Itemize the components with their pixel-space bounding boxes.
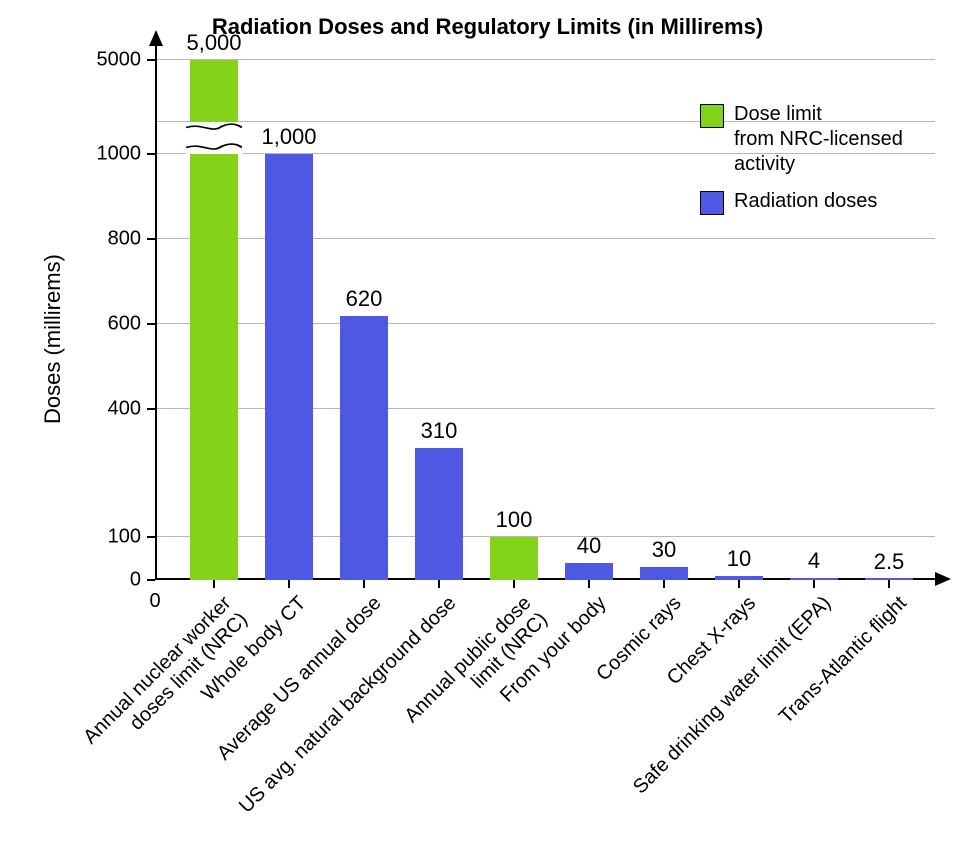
legend-label: Radiation doses <box>734 189 877 214</box>
bar-value-label: 2.5 <box>874 549 905 575</box>
x-origin-label: 0 <box>149 590 160 613</box>
bar-value-label: 620 <box>346 286 383 312</box>
bar <box>415 448 463 580</box>
radiation-doses-chart: Radiation Doses and Regulatory Limits (i… <box>0 0 975 852</box>
chart-legend: Dose limitfrom NRC-licensedactivity Radia… <box>700 102 903 227</box>
axis-break <box>186 122 242 153</box>
x-tick-label: Trans-Atlantic flight <box>774 592 911 729</box>
bar <box>640 567 688 580</box>
bar-value-label: 10 <box>727 546 751 572</box>
bar-value-label: 40 <box>577 533 601 559</box>
legend-item: Dose limitfrom NRC-licensedactivity <box>700 102 903 177</box>
bar-value-label: 100 <box>496 507 533 533</box>
bar <box>340 316 388 580</box>
bar <box>490 537 538 580</box>
y-tick-label: 100 <box>71 526 141 549</box>
legend-swatch <box>700 191 724 215</box>
y-tick-label: 600 <box>71 313 141 336</box>
bar-value-label: 30 <box>652 537 676 563</box>
bar-value-label: 1,000 <box>261 124 316 150</box>
bar <box>565 563 613 580</box>
y-tick-label: 800 <box>71 227 141 250</box>
y-tick-label: 0 <box>71 569 141 592</box>
legend-item: Radiation doses <box>700 189 903 215</box>
y-tick-label: 5000 <box>71 49 141 72</box>
y-tick-label: 1000 <box>71 142 141 165</box>
y-tick-label: 400 <box>71 398 141 421</box>
legend-swatch <box>700 104 724 128</box>
bar-value-label: 5,000 <box>186 30 241 56</box>
y-axis-title: Doses (millirems) <box>40 254 66 424</box>
bar-value-label: 310 <box>421 418 458 444</box>
bar <box>190 60 238 580</box>
legend-label: Dose limitfrom NRC-licensedactivity <box>734 102 903 177</box>
bar <box>265 154 313 580</box>
chart-title: Radiation Doses and Regulatory Limits (i… <box>0 14 975 40</box>
bar-value-label: 4 <box>808 548 820 574</box>
